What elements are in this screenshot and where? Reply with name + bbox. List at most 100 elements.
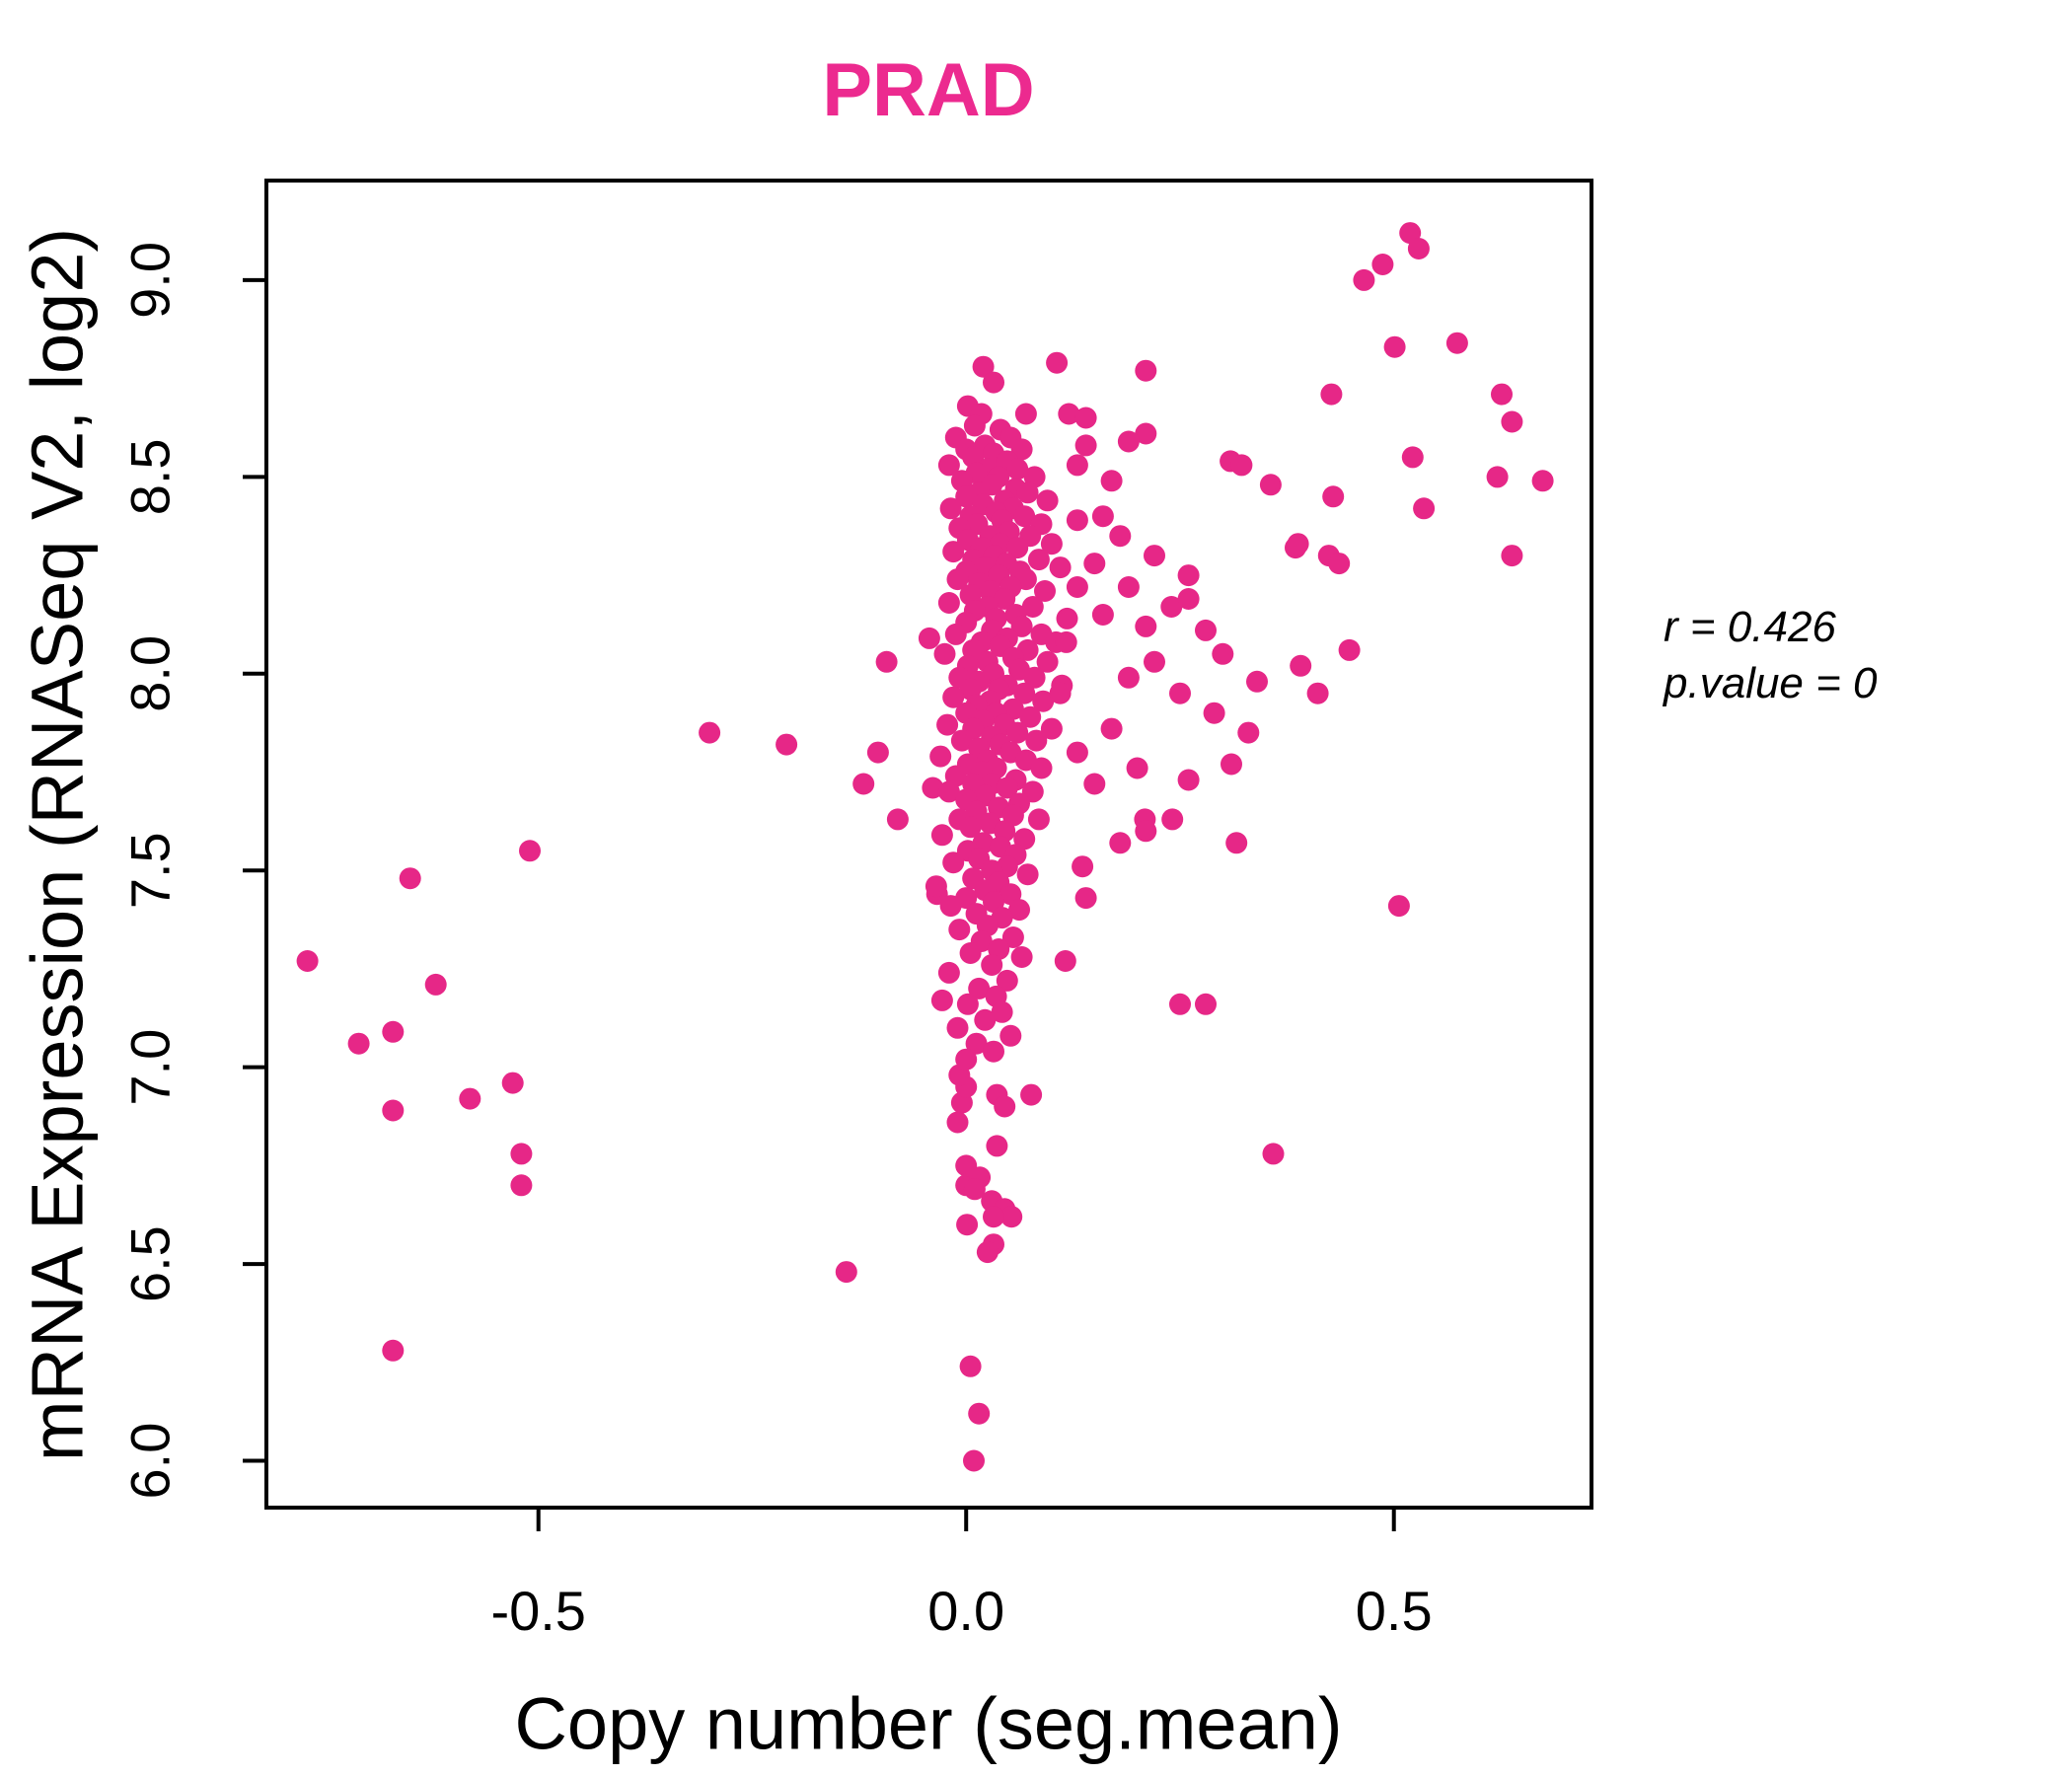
data-point (959, 816, 982, 839)
y-tick-label: 7.0 (119, 1029, 182, 1106)
data-point (1013, 505, 1036, 528)
data-points (296, 222, 1554, 1472)
data-point (1074, 407, 1097, 429)
data-point (1195, 993, 1217, 1015)
data-point (996, 969, 1018, 992)
data-point (1246, 670, 1268, 693)
data-point (976, 1241, 999, 1264)
data-point (1387, 895, 1410, 918)
data-point (1371, 254, 1394, 275)
data-point (1160, 596, 1183, 618)
data-point (933, 642, 956, 665)
data-point (968, 977, 991, 999)
data-point (1117, 666, 1140, 689)
x-axis-label: Copy number (seg.mean) (514, 1682, 1343, 1765)
data-point (1100, 470, 1123, 492)
data-point (1014, 403, 1037, 425)
data-point (942, 686, 965, 708)
data-point (1212, 642, 1234, 665)
data-point (1091, 505, 1114, 528)
data-point (983, 1206, 1004, 1228)
data-point (963, 1449, 985, 1472)
data-point (1169, 682, 1191, 704)
data-point (1328, 553, 1351, 575)
data-point (1054, 950, 1076, 972)
data-point (968, 1402, 991, 1425)
data-point (1413, 497, 1436, 520)
data-point (501, 1072, 524, 1094)
data-point (1010, 438, 1033, 461)
data-point (1013, 682, 1036, 704)
data-point (1306, 682, 1329, 704)
data-point (944, 623, 967, 645)
data-point (955, 1154, 978, 1177)
data-point (942, 541, 965, 563)
data-point (1177, 564, 1200, 587)
data-point (946, 568, 969, 591)
y-tick-label: 7.5 (119, 832, 182, 909)
data-point (930, 824, 953, 847)
data-point (937, 780, 960, 803)
data-point (1010, 946, 1033, 968)
data-point (510, 1174, 533, 1197)
data-point (1019, 705, 1042, 728)
data-point (1161, 808, 1184, 831)
correlation-annotation: r = 0.426 p.value = 0 (1664, 599, 1878, 711)
data-point (1491, 383, 1513, 406)
data-point (699, 721, 721, 744)
data-point (1135, 615, 1157, 637)
data-point (1401, 446, 1424, 469)
data-point (946, 1111, 969, 1134)
data-point (1144, 650, 1165, 673)
y-tick-label: 8.0 (119, 635, 182, 712)
x-tick-label: 0.0 (927, 1580, 1004, 1642)
data-point (1144, 545, 1165, 567)
data-point (1021, 596, 1044, 618)
data-point (1006, 537, 1029, 559)
data-point (1126, 757, 1148, 779)
data-point (994, 1095, 1016, 1118)
data-point (983, 371, 1004, 394)
data-point (972, 355, 995, 378)
data-point (1027, 808, 1050, 831)
x-tick-label: -0.5 (490, 1580, 586, 1642)
data-point (939, 895, 962, 918)
data-point (1135, 422, 1157, 445)
data-point (852, 773, 875, 795)
data-point (1177, 588, 1200, 610)
data-point (1046, 351, 1069, 374)
data-point (1225, 832, 1248, 854)
data-point (991, 1000, 1013, 1023)
plot-border (264, 179, 1593, 1510)
data-point (939, 497, 962, 520)
data-point (424, 973, 447, 996)
data-point (1169, 993, 1191, 1015)
data-point (1353, 268, 1375, 291)
p-value-text: p.value = 0 (1664, 659, 1878, 707)
data-point (1290, 654, 1312, 677)
data-point (963, 414, 986, 437)
y-tick-label: 9.0 (119, 242, 182, 319)
y-tick-label: 8.5 (119, 438, 182, 515)
data-point (994, 588, 1016, 610)
data-point (1020, 1083, 1043, 1106)
data-point (1407, 238, 1430, 259)
data-point (835, 1261, 857, 1284)
data-point (963, 1178, 986, 1201)
data-point (776, 733, 798, 756)
data-point (983, 1040, 1004, 1063)
data-point (1259, 474, 1282, 496)
data-point (382, 1020, 405, 1043)
data-point (1486, 466, 1509, 488)
data-point (1006, 458, 1029, 481)
data-point (1083, 773, 1106, 795)
data-point (974, 1008, 997, 1031)
data-point (347, 1032, 370, 1055)
data-point (1010, 615, 1033, 637)
data-point (1203, 702, 1225, 724)
data-point (1056, 607, 1078, 629)
data-point (1230, 454, 1253, 477)
data-point (519, 840, 541, 862)
x-tick-label: 0.5 (1356, 1580, 1433, 1642)
